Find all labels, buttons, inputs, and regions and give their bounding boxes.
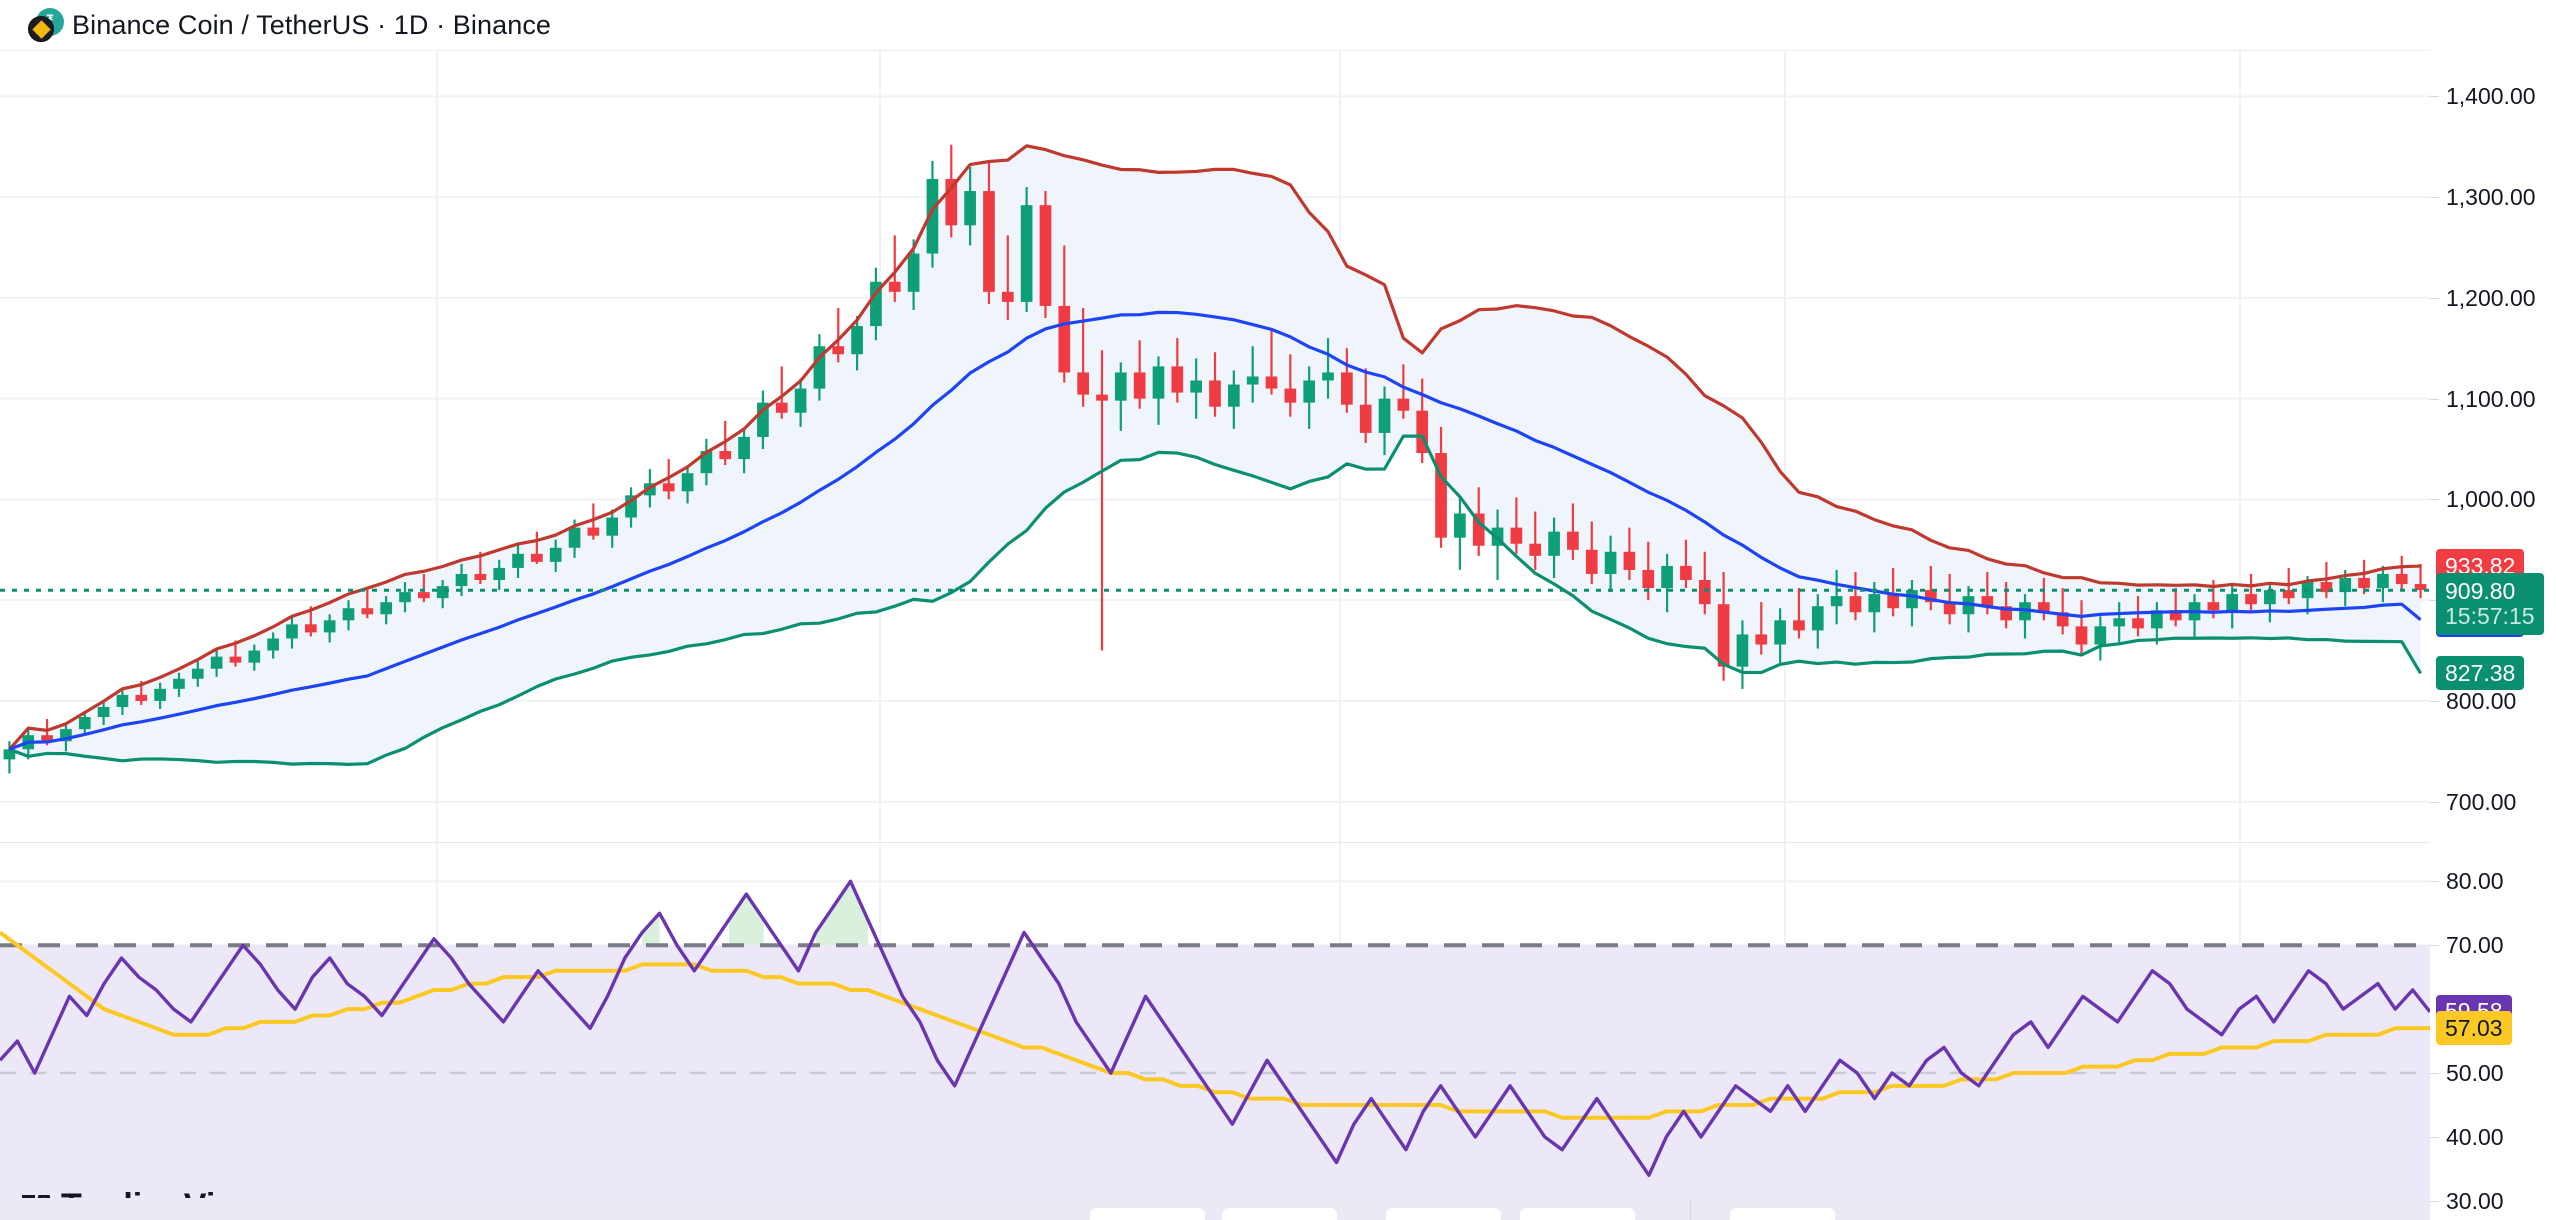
price-axis-label-4: 1,000.00 bbox=[2446, 486, 2536, 513]
price-axis-label-3: 1,100.00 bbox=[2446, 385, 2536, 412]
symbol-title[interactable]: Binance Coin / TetherUS · 1D · Binance bbox=[72, 9, 552, 40]
price-axis-label-7: 700.00 bbox=[2446, 788, 2517, 815]
pane-divider[interactable] bbox=[0, 842, 2430, 843]
rsi-axis-label-2-tick bbox=[2430, 1073, 2439, 1075]
symbol-logo: ₮ bbox=[22, 8, 64, 42]
price-chart-svg bbox=[0, 51, 2430, 842]
rsi-axis-label-4: 30.00 bbox=[2446, 1187, 2504, 1214]
last-price-value: 909.80 bbox=[2445, 578, 2516, 605]
toolbar-separator bbox=[1690, 1198, 1691, 1220]
price-axis-label-6: 800.00 bbox=[2446, 687, 2517, 714]
last-price-badge[interactable]: 909.80 15:57:15 bbox=[2436, 573, 2544, 636]
rsi-axis-label-0: 80.00 bbox=[2446, 868, 2504, 895]
rsi-chart-svg bbox=[0, 843, 2430, 1220]
bnb-coin-icon bbox=[28, 16, 54, 42]
toolbar-button-5[interactable] bbox=[1386, 1208, 1501, 1220]
rsi-axis-label-1: 70.00 bbox=[2446, 932, 2504, 959]
toolbar-button-7[interactable] bbox=[1730, 1208, 1835, 1220]
price-axis-label-2-tick bbox=[2430, 297, 2439, 299]
price-axis-label-0-tick bbox=[2430, 96, 2439, 98]
rsi-axis-label-0-tick bbox=[2430, 881, 2439, 883]
header-divider bbox=[0, 50, 2430, 51]
price-axis-label-1-tick bbox=[2430, 197, 2439, 199]
price-axis-label-7-tick bbox=[2430, 801, 2439, 803]
toolbar-button-6[interactable] bbox=[1520, 1208, 1635, 1220]
chart-header: ₮ Binance Coin / TetherUS · 1D · Binance bbox=[0, 0, 2556, 50]
rsi-pane[interactable] bbox=[0, 843, 2430, 1220]
price-axis-label-0: 1,400.00 bbox=[2446, 83, 2536, 110]
toolbar-button-2[interactable] bbox=[1222, 1208, 1337, 1220]
price-axis-label-2: 1,200.00 bbox=[2446, 284, 2536, 311]
price-axis-label-4-tick bbox=[2430, 499, 2439, 501]
lower-band-price-badge[interactable]: 827.38 bbox=[2436, 656, 2525, 691]
price-axis[interactable]: 1,400.00 1,300.00 1,200.00 1,100.00 1,000.00… bbox=[2430, 0, 2556, 1220]
rsi-axis-label-4-tick bbox=[2430, 1200, 2439, 1202]
toolbar-button-1[interactable] bbox=[1090, 1208, 1205, 1220]
rsi-axis-label-1-tick bbox=[2430, 945, 2439, 947]
rsi-ma-value-badge[interactable]: 57.03 bbox=[2436, 1011, 2512, 1046]
price-pane[interactable] bbox=[0, 51, 2430, 842]
rsi-axis-label-2: 50.00 bbox=[2446, 1060, 2504, 1087]
rsi-axis-label-3-tick bbox=[2430, 1136, 2439, 1138]
price-axis-label-1: 1,300.00 bbox=[2446, 184, 2536, 211]
rsi-axis-label-3: 40.00 bbox=[2446, 1123, 2504, 1150]
price-axis-label-3-tick bbox=[2430, 398, 2439, 400]
last-price-countdown: 15:57:15 bbox=[2445, 603, 2535, 630]
price-axis-label-6-tick bbox=[2430, 700, 2439, 702]
price-axis-label-5-tick bbox=[2430, 600, 2439, 602]
bottom-toolbar[interactable] bbox=[0, 1198, 2556, 1220]
